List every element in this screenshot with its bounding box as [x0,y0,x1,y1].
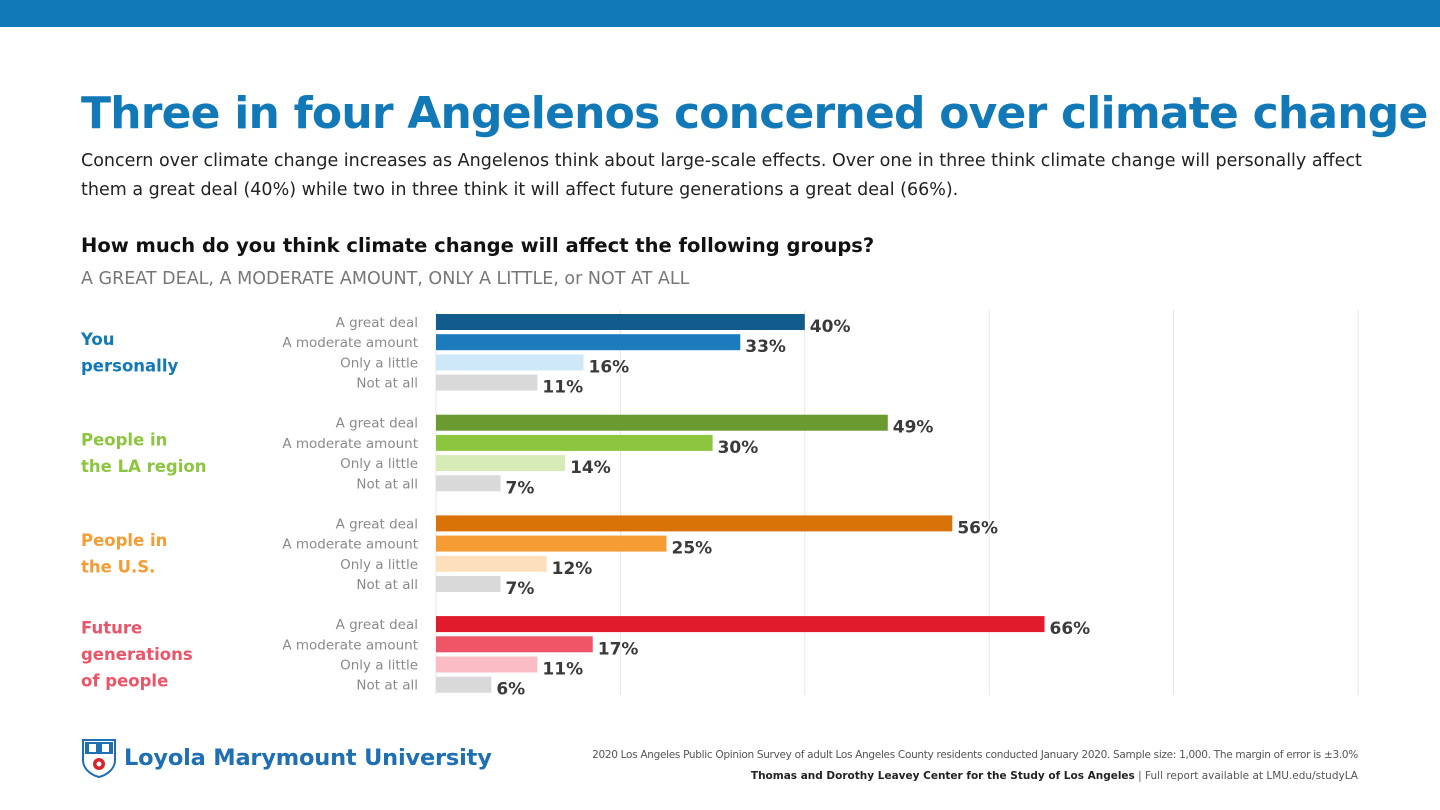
response-options: A GREAT DEAL, A MODERATE AMOUNT, ONLY A … [81,269,690,289]
page-title: Three in four Angelenos concerned over c… [81,88,1428,139]
value-label: 6% [496,680,525,700]
value-label: 16% [589,357,630,377]
value-label: 25% [672,539,713,559]
category-label: Not at all [356,476,418,492]
report-link-text: | Full report available at LMU.edu/study… [1134,770,1358,782]
bar [436,616,1045,633]
bar [436,555,547,572]
category-label: A great deal [336,416,418,432]
category-label: Not at all [356,678,418,694]
group-label: generations [81,645,193,664]
category-label: A moderate amount [282,637,418,653]
bar [436,374,538,391]
value-label: 7% [506,478,535,498]
group-label: personally [81,356,178,375]
bar [436,636,593,653]
source-line: 2020 Los Angeles Public Opinion Survey o… [592,749,1358,761]
value-label: 56% [957,518,998,538]
bar [436,414,888,431]
value-label: 40% [810,317,851,337]
university-logo: Loyola Marymount University [81,738,492,778]
bar [436,676,492,693]
group-label: You [80,330,115,349]
source-note: 2020 Los Angeles Public Opinion Survey o… [592,745,1358,787]
bar [436,475,501,492]
survey-question: How much do you think climate change wil… [81,234,875,257]
credit-line: Thomas and Dorothy Leavey Center for the… [592,766,1358,787]
top-accent-bar [0,0,1440,27]
group-label: People in [81,531,167,550]
center-name: Thomas and Dorothy Leavey Center for the… [750,770,1135,782]
category-label: Only a little [340,355,418,371]
bar-chart: You personally A great deal 40% A moderate a… [80,310,1359,700]
category-label: A moderate amount [282,436,418,452]
category-label: Not at all [356,376,418,392]
bar [436,515,953,532]
value-label: 17% [598,639,639,659]
value-label: 12% [552,559,593,579]
value-label: 11% [542,660,583,680]
category-label: A great deal [336,516,418,532]
category-label: A moderate amount [282,537,418,553]
value-label: 66% [1050,619,1091,639]
bar [436,455,566,472]
value-label: 11% [542,378,583,398]
category-label: A moderate amount [282,335,418,351]
category-label: A great deal [336,617,418,633]
group-label: the LA region [81,457,206,476]
category-label: A great deal [336,315,418,331]
category-label: Not at all [356,577,418,593]
value-label: 33% [745,337,786,357]
category-label: Only a little [340,557,418,573]
bar [436,535,667,552]
group-label: Future [81,619,142,638]
university-seal-icon [82,739,116,778]
bar [436,576,501,592]
bar [436,334,741,351]
category-label: Only a little [340,658,418,674]
group-label: People in [81,430,167,449]
bar [436,656,538,673]
category-label: Only a little [340,456,418,472]
page-subtitle: Concern over climate change increases as… [81,151,1362,200]
group-label: of people [81,672,168,691]
group-label: the U.S. [81,558,155,577]
bar [436,314,805,330]
value-label: 30% [718,438,759,458]
bar [436,434,713,451]
university-name: Loyola Marymount University [124,745,492,771]
value-label: 7% [506,579,535,599]
bar [436,354,584,371]
value-label: 14% [570,458,611,478]
value-label: 49% [893,418,934,438]
